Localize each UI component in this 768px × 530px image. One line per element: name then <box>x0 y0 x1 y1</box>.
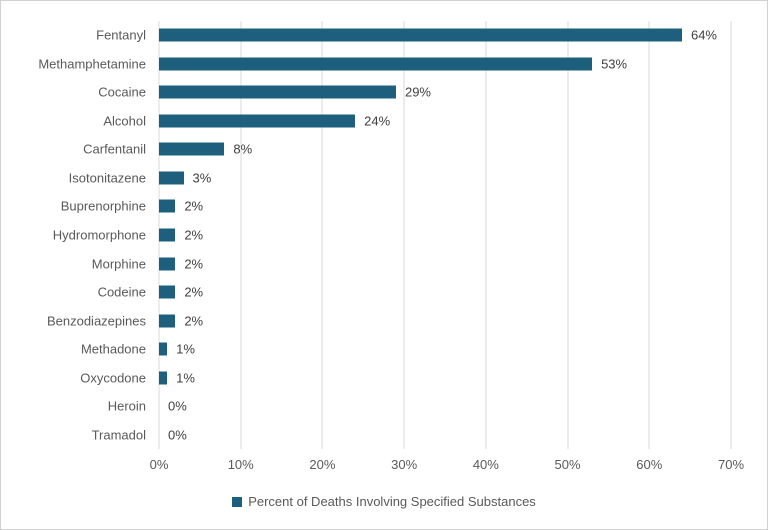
value-label: 2% <box>184 313 204 329</box>
category-label: Fentanyl <box>96 27 146 43</box>
bar-rows: Fentanyl 64% Methamphetamine 53% Cocaine 29% A… <box>38 21 731 449</box>
value-label: 1% <box>176 370 195 386</box>
bar <box>159 371 168 385</box>
bar-row: Alcohol 24% <box>103 107 731 136</box>
category-label: Isotonitazene <box>68 170 146 186</box>
bar <box>159 28 682 42</box>
category-label: Morphine <box>91 256 146 272</box>
category-label: Oxycodone <box>80 370 146 386</box>
bar-row: Benzodiazepines 2% <box>47 306 731 335</box>
value-label: 29% <box>404 84 431 100</box>
gridline <box>403 21 405 449</box>
value-label: 0% <box>168 398 187 414</box>
value-label: 8% <box>233 141 253 157</box>
value-label: 53% <box>601 56 628 72</box>
bar <box>159 171 184 185</box>
bar-row: Methadone 1% <box>81 335 731 364</box>
x-tick-label: 60% <box>636 457 663 472</box>
x-tick-label: 20% <box>309 457 336 472</box>
gridline <box>730 21 732 449</box>
bar-row: Oxycodone 1% <box>80 363 731 392</box>
x-axis: 0% 10% 20% 30% 40% 50% 60% 70% <box>150 457 744 473</box>
bar-row: Hydromorphone 2% <box>53 221 731 250</box>
bar-row: Carfentanil 8% <box>83 135 731 164</box>
x-tick-label: 0% <box>149 457 169 472</box>
category-label: Methamphetamine <box>38 56 146 72</box>
value-label: 1% <box>176 341 195 357</box>
bar-row: Cocaine 29% <box>98 78 731 107</box>
bar-row: Isotonitazene 3% <box>69 164 731 193</box>
value-label: 2% <box>184 198 204 214</box>
value-label: 0% <box>168 427 187 443</box>
gridline <box>567 21 569 449</box>
category-label: Benzodiazepines <box>46 313 146 329</box>
bar <box>159 257 176 271</box>
bar <box>159 342 168 356</box>
gridline <box>485 21 487 449</box>
gridline <box>240 21 242 449</box>
category-label: Buprenorphine <box>60 198 146 214</box>
bar <box>159 314 176 328</box>
bar <box>159 85 396 99</box>
legend-label: Percent of Deaths Involving Specified Su… <box>248 494 536 509</box>
bar-row: Buprenorphine 2% <box>61 192 731 221</box>
category-label: Cocaine <box>98 84 146 100</box>
bar-row: Codeine 2% <box>98 278 731 307</box>
category-label: Carfentanil <box>83 141 146 157</box>
legend: Percent of Deaths Involving Specified Su… <box>1 494 767 509</box>
bar-row: Fentanyl 64% <box>96 21 731 50</box>
bar <box>159 228 176 242</box>
x-tick-label: 40% <box>472 457 499 472</box>
value-label: 2% <box>184 284 204 300</box>
x-tick-label: 30% <box>391 457 418 472</box>
x-tick-label: 50% <box>554 457 581 472</box>
value-label: 2% <box>184 256 204 272</box>
category-label: Tramadol <box>91 427 146 443</box>
legend-swatch-icon <box>232 496 243 507</box>
bar <box>159 199 176 213</box>
category-label: Methadone <box>80 341 146 357</box>
category-label: Hydromorphone <box>52 227 146 243</box>
bar-row: Methamphetamine 53% <box>38 50 731 79</box>
bar <box>159 285 176 299</box>
value-label: 3% <box>192 170 212 186</box>
x-tick-label: 70% <box>717 457 745 472</box>
bar-row: Tramadol 0% <box>92 420 731 449</box>
category-label: Heroin <box>107 398 146 414</box>
category-label: Alcohol <box>103 113 146 129</box>
gridline <box>648 21 650 449</box>
value-label: 24% <box>364 113 391 129</box>
bar <box>159 57 593 71</box>
value-label: 64% <box>690 27 717 43</box>
bar <box>159 142 225 156</box>
plot-area: Fentanyl 64% Methamphetamine 53% Cocaine 29% A… <box>38 21 732 449</box>
bar <box>159 114 356 128</box>
gridline <box>321 21 323 449</box>
category-label: Codeine <box>97 284 146 300</box>
value-label: 2% <box>184 227 204 243</box>
bar-row: Morphine 2% <box>92 249 731 278</box>
bar-row: Heroin 0% <box>108 392 731 421</box>
x-tick-label: 10% <box>227 457 254 472</box>
